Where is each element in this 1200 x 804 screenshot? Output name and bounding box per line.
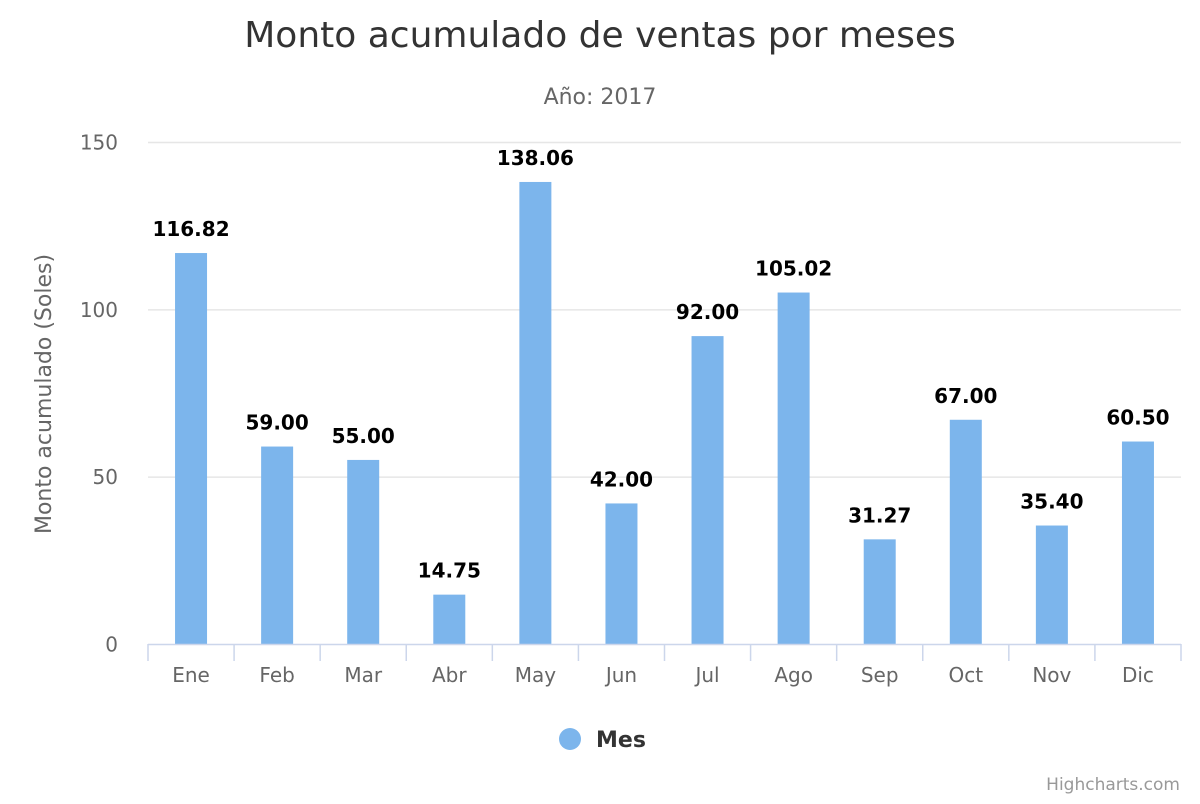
chart-subtitle: Año: 2017: [544, 85, 657, 110]
bar-ene[interactable]: [175, 253, 208, 644]
data-label: 59.00: [245, 411, 308, 435]
data-label: 67.00: [934, 384, 997, 408]
legend-label-mes[interactable]: Mes: [596, 728, 646, 753]
data-label: 14.75: [418, 559, 481, 583]
legend-marker-mes[interactable]: [559, 728, 581, 750]
credits-link[interactable]: Highcharts.com: [1046, 775, 1180, 795]
bar-nov[interactable]: [1035, 525, 1068, 644]
bar-may[interactable]: [519, 181, 552, 644]
gridlines: 0 50 100 150: [80, 131, 1181, 657]
data-label: 35.40: [1020, 490, 1083, 514]
x-tick-label: Sep: [861, 663, 899, 687]
x-tick-label: Mar: [344, 663, 383, 687]
bar-jun[interactable]: [605, 503, 638, 644]
data-label: 138.06: [497, 146, 574, 170]
legend[interactable]: Mes: [559, 728, 646, 753]
y-tick-label: 50: [93, 465, 118, 489]
data-label: 116.82: [152, 217, 229, 241]
x-tick-label: Dic: [1122, 663, 1154, 687]
y-tick-label: 0: [105, 633, 118, 657]
y-tick-label: 100: [80, 298, 118, 322]
data-label: 55.00: [332, 424, 395, 448]
x-axis: Ene Feb Mar Abr May Jun Jul Ago Sep Oct Nov Dic: [147, 643, 1182, 687]
bar-abr[interactable]: [433, 594, 466, 644]
x-tick-label: Ago: [774, 663, 813, 687]
data-label: 60.50: [1106, 406, 1169, 430]
x-tick-label: Nov: [1032, 663, 1071, 687]
bar-ago[interactable]: [777, 292, 810, 644]
y-tick-label: 150: [80, 131, 118, 155]
bars: [175, 181, 1154, 644]
data-label: 92.00: [676, 300, 739, 324]
data-label: 42.00: [590, 467, 653, 491]
x-tick-label: Jul: [693, 663, 719, 687]
x-tick-label: Feb: [259, 663, 294, 687]
x-tick-label: Ene: [172, 663, 210, 687]
data-label: 31.27: [848, 503, 911, 527]
bar-oct[interactable]: [949, 419, 982, 644]
bar-dic[interactable]: [1121, 441, 1154, 644]
y-axis-title: Monto acumulado (Soles): [32, 254, 57, 534]
bar-jul[interactable]: [691, 336, 724, 644]
x-tick-label: Jun: [604, 663, 637, 687]
x-tick-label: Abr: [432, 663, 467, 687]
chart-title: Monto acumulado de ventas por meses: [244, 15, 956, 56]
bar-mar[interactable]: [347, 459, 380, 644]
data-labels: 116.82 59.00 55.00 14.75 138.06 42.00 92.00 105…: [152, 146, 1169, 583]
data-label: 105.02: [755, 257, 832, 281]
x-tick-label: May: [515, 663, 557, 687]
bar-sep[interactable]: [863, 539, 896, 644]
bar-feb[interactable]: [261, 446, 294, 644]
x-tick-label: Oct: [948, 663, 983, 687]
